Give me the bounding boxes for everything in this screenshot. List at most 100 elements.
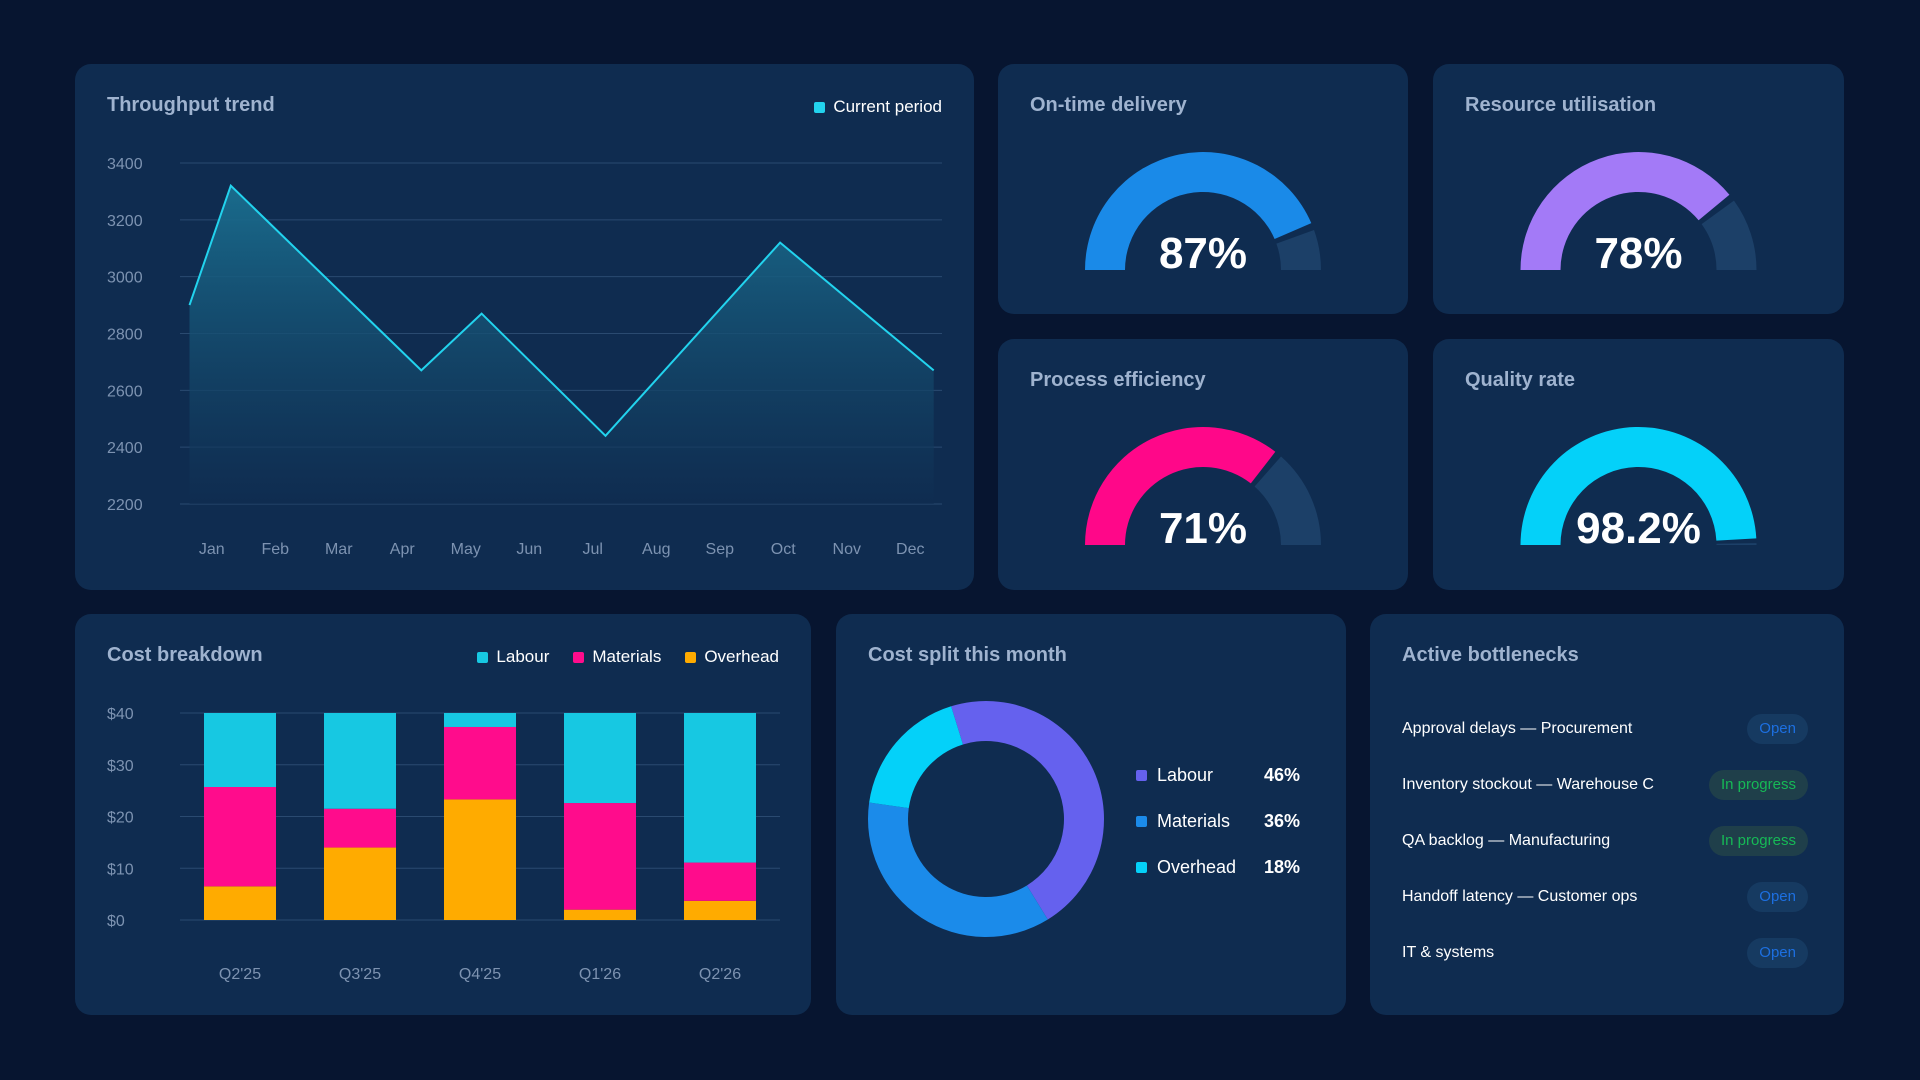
y-tick-label: 2800 — [107, 327, 143, 344]
x-tick-label: Feb — [261, 541, 289, 558]
bar-segment-labour — [444, 713, 516, 727]
y-tick-label: $0 — [107, 913, 125, 930]
bar-segment-materials — [564, 803, 636, 910]
cost-breakdown-card: Cost breakdown Labour Materials Overhead… — [75, 614, 811, 1015]
gauge-value: 78% — [1594, 229, 1683, 278]
x-tick-label: Q4'25 — [459, 966, 501, 983]
cost-breakdown-title: Cost breakdown — [107, 644, 263, 666]
cost-split-title: Cost split this month — [868, 644, 1067, 666]
bar-segment-materials — [684, 862, 756, 901]
gauge-value: 71% — [1158, 504, 1248, 553]
status-badge: Open — [1747, 938, 1808, 968]
y-tick-label: 2400 — [107, 440, 143, 457]
x-tick-label: Oct — [771, 541, 796, 558]
y-tick-label: 2200 — [107, 497, 143, 514]
legend-label: Overhead — [704, 647, 779, 666]
bottleneck-text: IT & systems — [1402, 944, 1495, 961]
gauge-value-arc — [1085, 427, 1276, 545]
cost-split-row-label-wrap: Overhead — [1136, 857, 1264, 878]
gauge-title: Resource utilisation — [1465, 94, 1657, 116]
legend-swatch — [1136, 815, 1147, 827]
status-badge: Open — [1747, 882, 1808, 912]
legend-swatch — [1136, 769, 1147, 781]
gauge-track-arc — [1276, 230, 1321, 270]
bottleneck-row[interactable]: Handoff latency — Customer ops Open — [1402, 880, 1808, 914]
quality-rate-gauge — [1520, 427, 1757, 545]
x-tick-label: Q2'26 — [699, 966, 741, 983]
gauge-value-arc — [1085, 152, 1312, 270]
y-tick-label: $40 — [107, 706, 134, 723]
legend-label: Materials — [592, 647, 662, 666]
x-tick-label: Dec — [896, 541, 924, 558]
throughput-title: Throughput trend — [107, 94, 275, 116]
legend-item-current-period: Current period — [814, 97, 942, 117]
bottleneck-row[interactable]: Approval delays — Procurement Open — [1402, 712, 1808, 746]
legend-label: Labour — [496, 647, 550, 666]
bar-segment-overhead — [324, 847, 396, 920]
bar-segment-materials — [204, 787, 276, 887]
throughput-card: Throughput trend Current period 3400 3200… — [75, 64, 974, 590]
status-badge: Open — [1747, 714, 1808, 744]
legend-swatch — [1136, 861, 1147, 873]
cost-split-label: Overhead — [1157, 856, 1237, 877]
bar-segment-labour — [204, 713, 276, 788]
bar-segment-overhead — [684, 900, 756, 920]
legend-swatch — [814, 101, 826, 113]
gauge-card-resource-utilisation: Resource utilisation 78% — [1433, 64, 1844, 314]
gauge-track-arc — [1254, 456, 1321, 545]
donut-slice-overhead — [869, 706, 963, 809]
legend-item-labour: Labour — [477, 647, 549, 667]
bottleneck-text: Handoff latency — Customer ops — [1402, 888, 1638, 905]
bottleneck-text: Approval delays — Procurement — [1402, 720, 1633, 737]
cost-split-percent: 46% — [1264, 764, 1301, 785]
x-tick-label: Apr — [390, 541, 416, 558]
resource-utilisation-gauge — [1520, 152, 1757, 270]
gauge-value-arc — [1520, 152, 1730, 270]
gauge-value: 98.2% — [1576, 504, 1701, 553]
legend-item-overhead: Overhead — [685, 647, 779, 667]
bar-segment-overhead — [204, 886, 276, 920]
cost-split-card: Cost split this month Labour 46% Materia… — [836, 614, 1346, 1015]
x-tick-label: Jun — [516, 541, 542, 558]
cost-breakdown-chart: $40 $30 $20 $10 $0 Q2'25 Q3'25 Q4'25 Q1'26 Q2'26 — [107, 706, 780, 983]
x-tick-label: Jan — [199, 541, 225, 558]
bar-segment-overhead — [444, 799, 516, 920]
cost-split-row-label-wrap: Labour — [1136, 765, 1264, 786]
legend-swatch — [685, 651, 697, 663]
x-tick-label: Nov — [833, 541, 861, 558]
bottleneck-text: QA backlog — Manufacturing — [1402, 832, 1611, 849]
bar-segment-materials — [324, 808, 396, 848]
gauge-track-arc — [1716, 543, 1757, 545]
x-tick-label: Jul — [583, 541, 603, 558]
bottleneck-row[interactable]: QA backlog — Manufacturing In progress — [1402, 824, 1808, 858]
gauge-title: Process efficiency — [1030, 369, 1206, 391]
bottleneck-row[interactable]: Inventory stockout — Warehouse C In prog… — [1402, 768, 1808, 802]
legend-label: Current period — [833, 97, 942, 116]
bottleneck-text: Inventory stockout — Warehouse C — [1402, 776, 1654, 793]
bottlenecks-card: Active bottlenecks Approval delays — Pro… — [1370, 614, 1844, 1015]
gauge-card-process-efficiency: Process efficiency 71% — [998, 339, 1408, 590]
legend-swatch — [573, 651, 585, 663]
y-tick-label: $30 — [107, 758, 134, 775]
x-tick-label: Q3'25 — [339, 966, 381, 983]
y-tick-label: $10 — [107, 861, 134, 878]
gauge-card-on-time-delivery: On-time delivery 87% — [998, 64, 1408, 314]
cost-split-label: Materials — [1157, 810, 1231, 831]
cost-split-percent: 18% — [1264, 856, 1301, 877]
area-fill — [189, 185, 934, 504]
bottlenecks-title: Active bottlenecks — [1402, 644, 1579, 666]
cost-split-row-label-wrap: Materials — [1136, 811, 1264, 832]
status-badge: In progress — [1708, 770, 1808, 800]
x-tick-label: Q1'26 — [579, 966, 621, 983]
cost-split-row-labour: Labour 46% — [1136, 752, 1300, 798]
x-tick-label: Sep — [706, 541, 735, 558]
gauge-value-arc — [1520, 427, 1757, 545]
bottleneck-row[interactable]: IT & systems Open — [1402, 936, 1808, 970]
x-tick-label: May — [451, 541, 481, 558]
y-tick-label: 3400 — [107, 156, 143, 173]
bar-segment-materials — [444, 726, 516, 800]
x-tick-label: Mar — [325, 541, 353, 558]
throughput-chart: 3400 3200 3000 2800 2600 2400 2200 Jan Feb Mar Apr… — [107, 156, 942, 558]
x-tick-label: Aug — [642, 541, 670, 558]
gauge-card-quality-rate: Quality rate 98.2% — [1433, 339, 1844, 590]
